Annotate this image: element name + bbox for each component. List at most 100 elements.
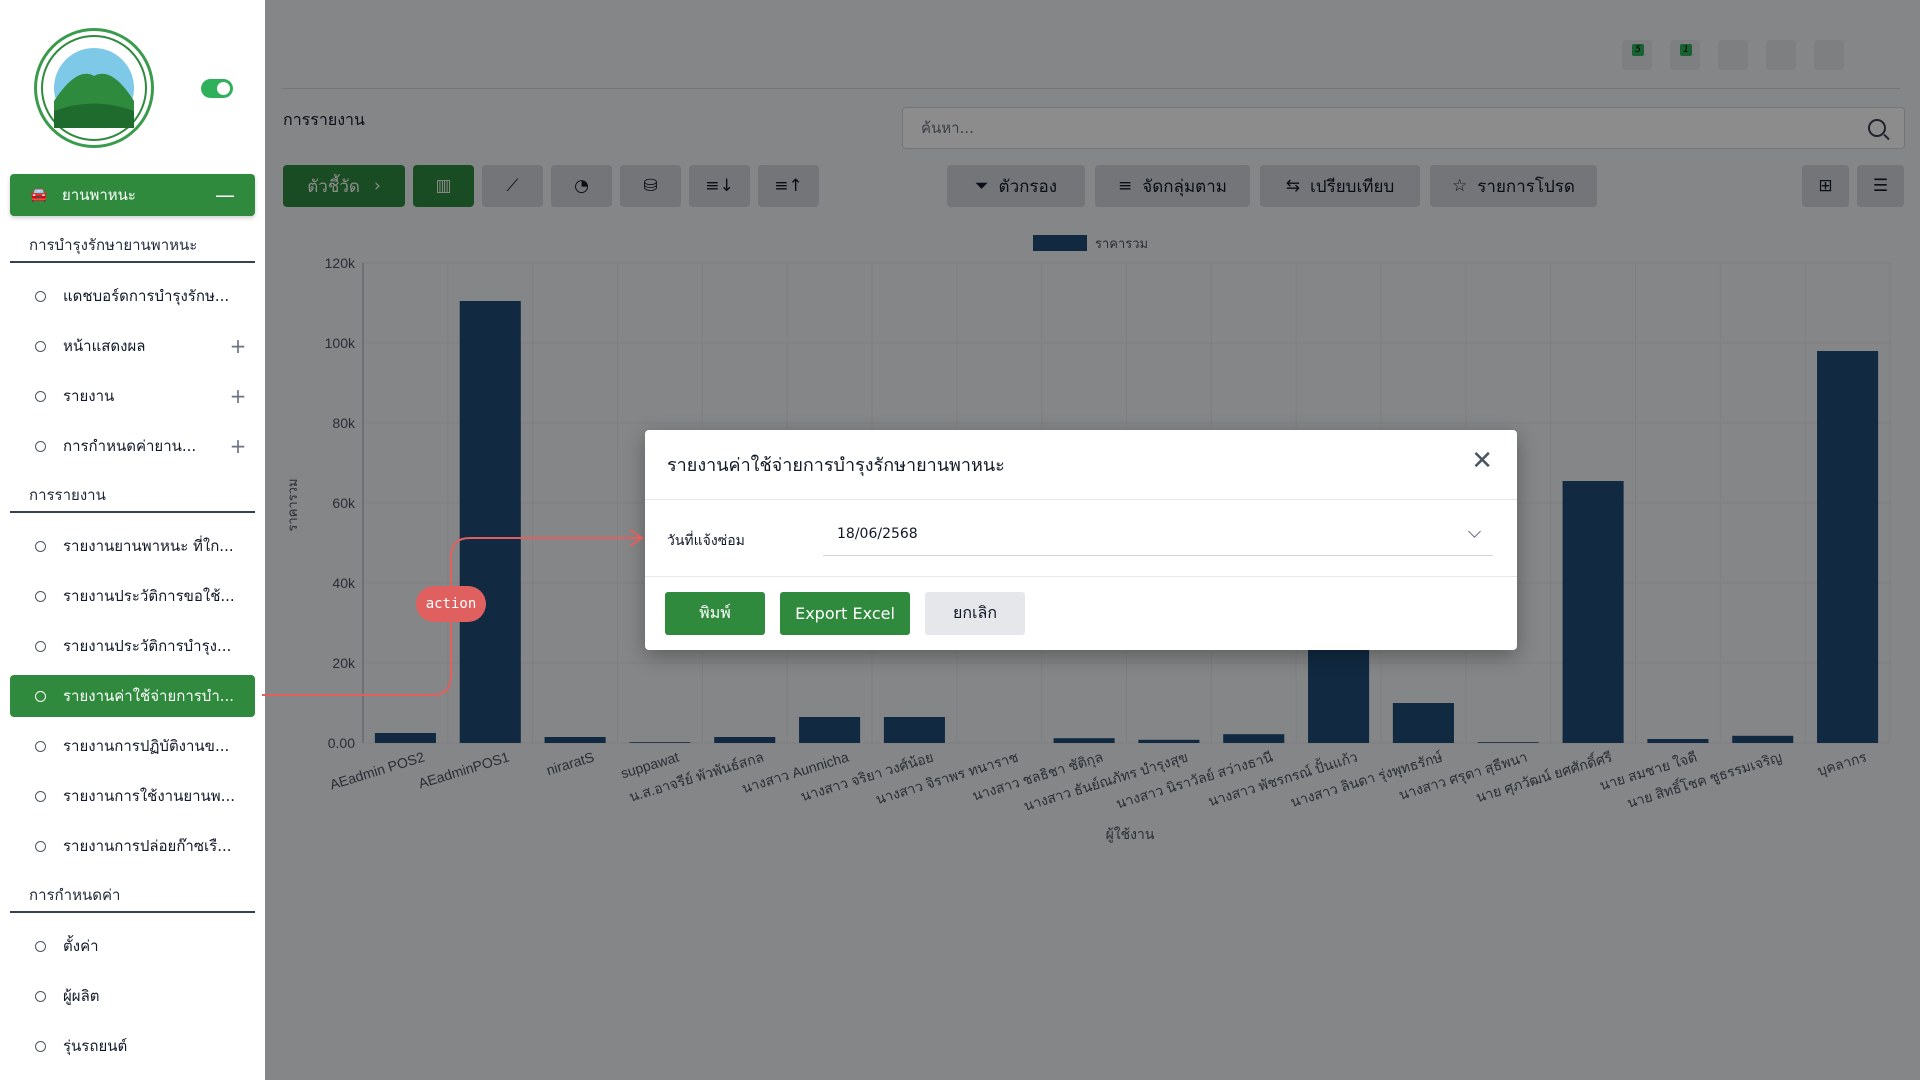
plus-icon[interactable]: + <box>229 434 247 458</box>
repair-date-label: วันที่แจ้งซ่อม <box>667 533 745 549</box>
sidebar-main-vehicle[interactable]: 🚘 ยานพาหนะ — <box>10 174 255 216</box>
search-input[interactable]: ค้นหา... <box>902 107 1905 149</box>
export-excel-button[interactable]: Export Excel <box>780 592 910 635</box>
car-icon: 🚘 <box>30 187 48 203</box>
org-logo <box>34 28 154 148</box>
stack-button[interactable]: ⛁ <box>620 165 681 207</box>
bar <box>1138 739 1200 743</box>
y-axis-label: ราคารวม <box>285 478 300 531</box>
close-icon[interactable]: ✕ <box>1471 446 1493 476</box>
y-tick-label: 0.00 <box>328 735 355 751</box>
search-icon[interactable] <box>1868 119 1886 137</box>
sidebar-item-label: รายงานการปฏิบัติงานข... <box>63 737 230 755</box>
sidebar-item-report-vehicle-usage[interactable]: รายงานการใช้งานยานพ... <box>10 775 255 817</box>
sidebar-item-label: รายงาน <box>63 387 115 405</box>
sidebar-item-report-vehicle-near[interactable]: รายงานยานพาหนะ ที่ใก... <box>10 525 255 567</box>
sidebar-toggle[interactable] <box>201 79 233 98</box>
compare-button[interactable]: ⇆ เปรียบเทียบ <box>1260 165 1420 207</box>
bar-chart-icon: ▥ <box>435 176 452 196</box>
swap-icon: ⇆ <box>1285 176 1300 196</box>
star-icon: ☆ <box>1452 176 1468 196</box>
circle-icon <box>35 940 46 952</box>
sidebar-item-label: รุ่นรถยนต์ <box>63 1037 128 1055</box>
group-by-button[interactable]: ≡ จัดกลุ่มตาม <box>1095 165 1250 207</box>
bar <box>544 737 606 743</box>
sort-desc-button[interactable]: ≡↓ <box>689 165 750 207</box>
message-badge: 1 <box>1680 44 1692 56</box>
sort-desc-icon: ≡↓ <box>705 176 734 196</box>
sidebar-item-label: รายงานค่าใช้จ่ายการบำ... <box>63 687 235 705</box>
sidebar-section-maintenance: การบำรุงรักษายานพาหนะ <box>10 229 255 263</box>
message-icon[interactable]: 1 <box>1670 40 1700 70</box>
bar <box>883 717 945 743</box>
bar-chart-button[interactable]: ▥ <box>413 165 474 207</box>
bar <box>1562 481 1624 743</box>
y-tick-label: 120k <box>325 255 356 271</box>
bar <box>1477 742 1539 743</box>
sidebar: 🚘 ยานพาหนะ — การบำรุงรักษายานพาหนะ แดชบอ… <box>0 0 265 1080</box>
pie-chart-button[interactable]: ◔ <box>551 165 612 207</box>
sidebar-item-label: รายงานประวัติการขอใช้... <box>63 587 235 605</box>
bar <box>1053 738 1115 743</box>
sidebar-section-config: การกำหนดค่า <box>10 879 255 913</box>
circle-icon <box>35 990 46 1002</box>
measures-label: ตัวชี้วัด <box>307 176 360 197</box>
dialog-divider <box>645 576 1517 577</box>
sidebar-item-settings[interactable]: ตั้งค่า <box>10 925 255 967</box>
bar <box>374 733 436 743</box>
sidebar-item-report-operations[interactable]: รายงานการปฏิบัติงานข... <box>10 725 255 767</box>
grid-icon: ⊞ <box>1818 176 1833 196</box>
activity-icon[interactable]: 5 <box>1622 40 1652 70</box>
top-icons: 5 1 <box>1622 40 1844 70</box>
sidebar-item-report-maintenance-history[interactable]: รายงานประวัติการบำรุง... <box>10 625 255 667</box>
sidebar-item-label: แดชบอร์ดการบำรุงรักษ... <box>63 287 230 305</box>
avatar[interactable] <box>1766 40 1796 70</box>
dialog-divider <box>645 499 1517 500</box>
sidebar-item-dashboard[interactable]: แดชบอร์ดการบำรุงรักษ... <box>10 275 255 317</box>
filter-button[interactable]: ⏷ ตัวกรอง <box>947 165 1085 207</box>
legend-label: ราคารวม <box>1095 236 1148 251</box>
sidebar-item-car-model[interactable]: รุ่นรถยนต์ <box>10 1025 255 1067</box>
sort-asc-icon: ≡↑ <box>774 176 803 196</box>
settings-icon[interactable] <box>1718 40 1748 70</box>
group-by-label: จัดกลุ่มตาม <box>1142 176 1227 197</box>
sidebar-item-report-emissions[interactable]: รายงานการปล่อยก๊าซเรื... <box>10 825 255 867</box>
sidebar-item-manufacturer[interactable]: ผู้ผลิต <box>10 975 255 1017</box>
activity-badge: 5 <box>1632 44 1644 56</box>
cancel-button[interactable]: ยกเลิก <box>925 592 1025 635</box>
apps-icon[interactable] <box>1814 40 1844 70</box>
bar <box>1647 739 1709 743</box>
x-axis-label: ผู้ใช้งาน <box>1106 826 1155 843</box>
page-title: การรายงาน <box>283 110 365 129</box>
print-button[interactable]: พิมพ์ <box>665 592 765 635</box>
collapse-icon[interactable]: — <box>215 183 235 207</box>
sidebar-item-label: รายงานการปล่อยก๊าซเรื... <box>63 837 232 855</box>
grid-view-button[interactable]: ⊞ <box>1802 165 1849 207</box>
filter-label: ตัวกรอง <box>998 176 1058 197</box>
dialog-title: รายงานค่าใช้จ่ายการบำรุงรักษายานพาหนะ <box>667 455 1005 476</box>
circle-icon <box>35 740 46 752</box>
bar <box>629 742 691 743</box>
measures-button[interactable]: ตัวชี้วัด › <box>283 165 405 207</box>
sidebar-item-vehicle-config[interactable]: การกำหนดค่ายาน... + <box>10 425 255 467</box>
circle-icon <box>35 640 46 652</box>
circle-icon <box>35 540 46 552</box>
sidebar-item-label: การกำหนดค่ายาน... <box>63 437 197 455</box>
menu-icon: ≡ <box>1118 176 1133 196</box>
line-chart-button[interactable]: ⟋ <box>482 165 543 207</box>
plus-icon[interactable]: + <box>229 384 247 408</box>
sidebar-item-label: รายงานการใช้งานยานพ... <box>63 787 235 805</box>
chevron-down-icon <box>1468 524 1481 538</box>
sidebar-item-label: ตั้งค่า <box>63 937 99 955</box>
repair-date-select[interactable]: 18/06/2568 <box>823 512 1493 556</box>
circle-icon <box>35 1040 46 1052</box>
sidebar-item-report-request-history[interactable]: รายงานประวัติการขอใช้... <box>10 575 255 617</box>
favorites-button[interactable]: ☆ รายการโปรด <box>1430 165 1597 207</box>
sidebar-item-display[interactable]: หน้าแสดงผล + <box>10 325 255 367</box>
sidebar-item-report-maintenance-cost[interactable]: รายงานค่าใช้จ่ายการบำ... <box>10 675 255 717</box>
plus-icon[interactable]: + <box>229 334 247 358</box>
sidebar-item-report[interactable]: รายงาน + <box>10 375 255 417</box>
y-tick-label: 100k <box>325 335 356 351</box>
sort-asc-button[interactable]: ≡↑ <box>758 165 819 207</box>
list-view-button[interactable]: ☰ <box>1857 165 1904 207</box>
